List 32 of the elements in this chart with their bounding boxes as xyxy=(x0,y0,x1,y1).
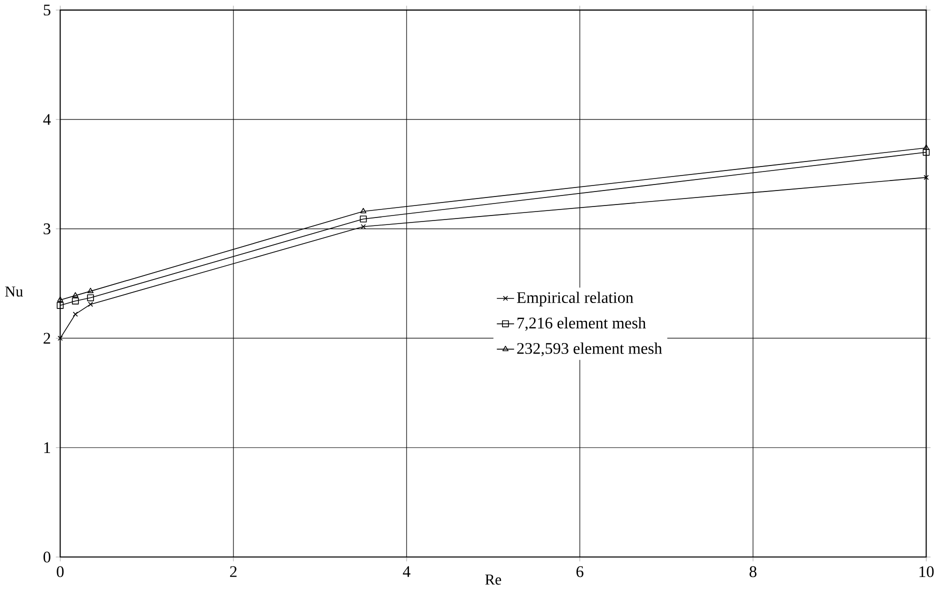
point xyxy=(922,148,930,156)
y-tick-label: 1 xyxy=(44,442,50,453)
point xyxy=(923,144,930,150)
x-axis-title: Re xyxy=(485,574,502,584)
x-tick-label: 4 xyxy=(402,566,410,577)
x-tick-label: 8 xyxy=(750,566,756,577)
x-tick-label: 2 xyxy=(230,566,237,577)
point xyxy=(72,292,78,298)
point xyxy=(87,288,94,293)
legend-label: 232,593 element mesh xyxy=(517,342,662,356)
y-tick-label: 2 xyxy=(44,332,50,344)
point xyxy=(88,302,94,307)
point xyxy=(57,296,64,302)
point xyxy=(72,311,78,317)
point xyxy=(56,302,64,309)
point xyxy=(360,208,366,214)
point xyxy=(58,335,63,341)
legend-label: 7,216 element mesh xyxy=(518,316,646,331)
point xyxy=(924,174,929,180)
x-tick-label: 10 xyxy=(920,566,934,577)
y-tick-label: 3 xyxy=(44,223,50,234)
y-tick-label: 4 xyxy=(43,114,51,125)
y-tick-label: 0 xyxy=(44,551,50,562)
point xyxy=(360,224,366,230)
legend-label: Empirical relation xyxy=(516,291,634,306)
x-tick-label: 6 xyxy=(576,566,584,577)
point xyxy=(72,297,79,304)
x-tick-label: 0 xyxy=(56,566,64,577)
point xyxy=(360,215,367,222)
y-tick-label: 5 xyxy=(44,4,50,16)
point xyxy=(87,294,94,301)
y-axis-title: Nu xyxy=(5,286,23,296)
